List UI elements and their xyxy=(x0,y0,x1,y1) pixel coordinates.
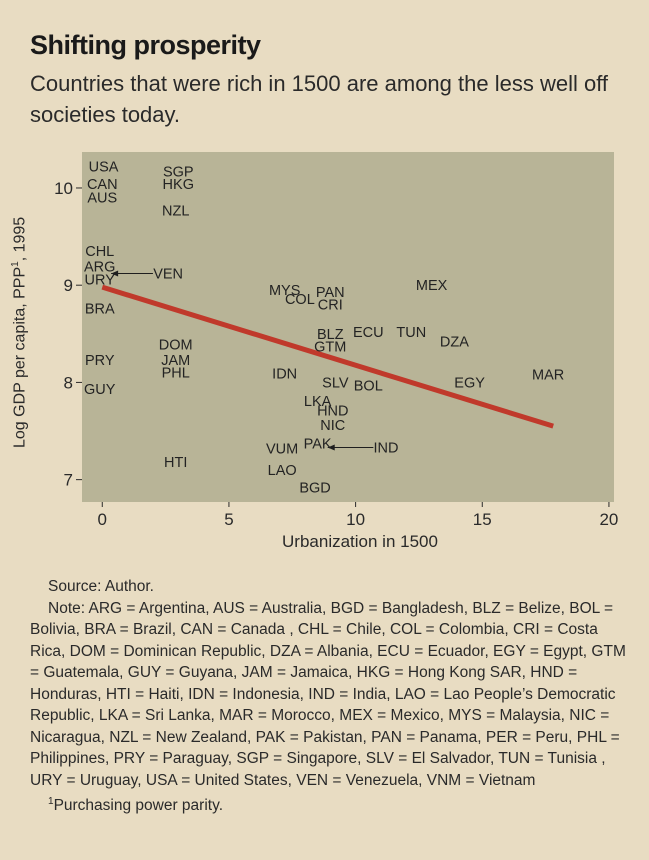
y-tick-label: 8 xyxy=(64,373,73,392)
data-point-label: PHL xyxy=(162,366,190,382)
plot-area xyxy=(82,152,614,502)
data-point-label: HTI xyxy=(164,455,187,471)
data-point-label: TUN xyxy=(396,325,426,341)
data-point-label: LAO xyxy=(268,463,297,479)
data-point-label: GUY xyxy=(84,382,116,398)
data-point-label: HND xyxy=(317,404,348,420)
x-tick-label: 15 xyxy=(473,510,492,529)
y-axis-label-footnote-mark: 1 xyxy=(10,261,21,267)
x-tick-label: 20 xyxy=(599,510,618,529)
data-point-label: GTM xyxy=(314,339,346,355)
trend-line xyxy=(101,284,554,429)
data-point-label: NIC xyxy=(320,418,345,434)
data-point-label: CAN xyxy=(87,177,118,193)
data-point-label: USA xyxy=(89,160,119,176)
data-point-label: URY xyxy=(85,272,116,288)
abbreviations-note: Note: ARG = Argentina, AUS = Australia, … xyxy=(30,599,626,789)
data-point-label: NZL xyxy=(162,203,189,219)
x-axis-label: Urbanization in 1500 xyxy=(282,532,438,551)
data-point-label: PAN xyxy=(316,285,345,301)
x-tick-label: 10 xyxy=(346,510,365,529)
y-tick-label: 10 xyxy=(54,179,73,198)
footnote-text: Purchasing power parity. xyxy=(53,797,223,815)
y-axis-label-main: Log GDP per capita, PPP xyxy=(11,266,29,448)
data-point-label: VUM xyxy=(266,442,298,458)
data-point-label: CHL xyxy=(85,244,114,260)
leader-arrow-head xyxy=(111,270,119,277)
source-note: Source: Author. xyxy=(48,578,154,595)
data-point-label: JAM xyxy=(161,353,190,369)
data-point-label: IND xyxy=(374,441,399,457)
y-axis-label-year: , 1995 xyxy=(11,216,29,262)
data-point-label: HKG xyxy=(163,177,194,193)
data-point-label: EGY xyxy=(454,375,485,391)
data-point-label: SLV xyxy=(322,375,349,391)
data-point-label: IDN xyxy=(272,367,297,383)
y-tick-label: 7 xyxy=(64,471,73,490)
footer-notes: Source: Author. Note: ARG = Argentina, A… xyxy=(30,576,630,817)
data-point-label: SGP xyxy=(163,164,194,180)
data-point-label: BOL xyxy=(354,378,383,394)
data-point-label: MAR xyxy=(532,368,564,384)
footnote-mark: 1 xyxy=(48,796,54,807)
data-point-label: MYS xyxy=(269,283,300,299)
x-tick-label: 0 xyxy=(98,510,107,529)
data-point-label: DOM xyxy=(159,338,193,354)
data-point-label: ECU xyxy=(353,325,384,341)
data-point-label: BLZ xyxy=(317,327,344,343)
x-tick-label: 5 xyxy=(224,510,233,529)
data-point-label: DZA xyxy=(440,335,469,351)
chart-subtitle: Countries that were rich in 1500 are amo… xyxy=(30,71,609,127)
data-point-label: MEX xyxy=(416,278,448,294)
y-axis-label: Log GDP per capita, PPP1, 1995 xyxy=(10,217,29,448)
footnote: 1Purchasing power parity. xyxy=(30,791,630,817)
data-point-label: LKA xyxy=(304,394,332,410)
data-point-label: COL xyxy=(285,292,315,308)
leader-arrow-head xyxy=(327,444,335,451)
data-point-label: CRI xyxy=(318,298,343,314)
data-point-label: ARG xyxy=(84,260,115,276)
data-point-label: VEN xyxy=(153,267,183,283)
y-tick-label: 9 xyxy=(64,276,73,295)
data-point-label: BRA xyxy=(85,302,115,318)
data-point-label: BGD xyxy=(299,480,330,496)
data-point-label: PAK xyxy=(304,437,332,453)
data-point-label: PRY xyxy=(85,353,115,369)
data-point-label: AUS xyxy=(87,191,117,207)
chart-title: Shifting prosperity xyxy=(30,30,261,60)
